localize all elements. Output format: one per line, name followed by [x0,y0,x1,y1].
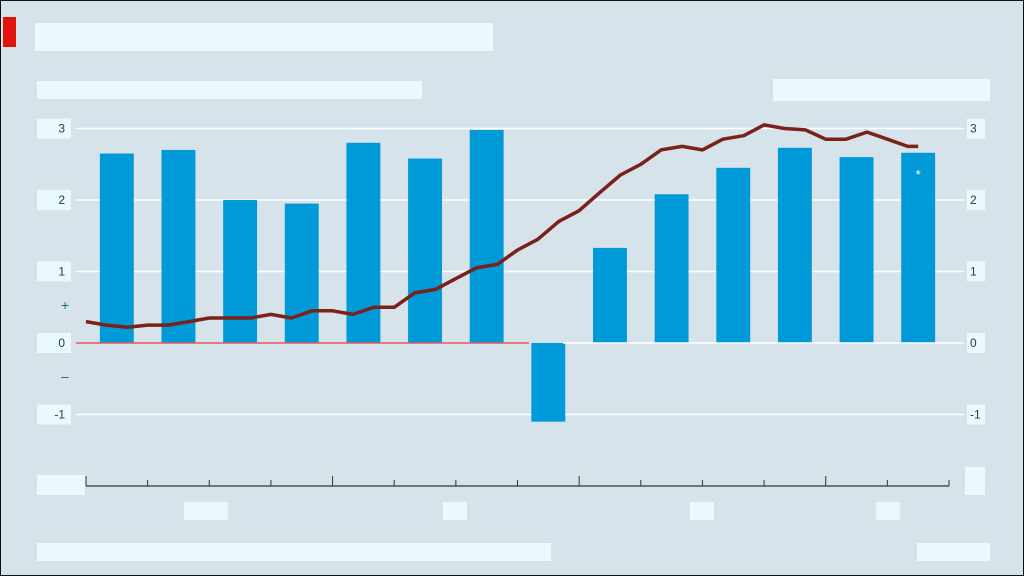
y-tick-label-left: 3 [58,122,65,136]
y-tick-label-left: 1 [58,265,65,279]
bar-annotation-star: * [916,167,921,182]
x-axis-label-box [965,467,985,495]
bar [839,157,874,343]
x-tick-label-box [443,502,467,520]
bar [284,203,319,343]
x-tick-label-box [876,502,900,520]
bar [654,194,689,343]
y-tick-box-right [967,404,985,425]
y-tick-box-right [967,190,985,210]
y-tick-label-right: 3 [970,122,977,136]
chart-subtitle [37,81,422,99]
y-tick-box-left [37,404,71,425]
x-tick-label-box [690,502,714,520]
positive-sign: + [61,297,69,313]
y-tick-box-left [37,333,71,353]
x-tick-label-box [184,502,228,520]
source-note [37,543,551,561]
line-series [85,123,919,330]
bar [161,149,196,343]
bar [716,167,751,343]
bar [901,152,936,343]
y-tick-label-left: -1 [54,408,65,422]
line-series-label [773,79,990,101]
y-tick-box-left [37,190,71,210]
y-tick-label-left: 0 [58,336,65,350]
bar [408,158,442,343]
credit-note [917,543,990,561]
y-tick-box-left [37,261,71,282]
bar [469,129,504,343]
bar [777,147,812,343]
y-tick-box-left [37,118,71,139]
brand-tag [3,17,16,47]
bar [223,200,258,343]
bar [99,153,134,343]
y-tick-label-right: 0 [970,336,977,350]
y-tick-label-right: 2 [970,193,977,207]
y-tick-label-right: -1 [970,408,981,422]
y-tick-box-right [967,118,985,139]
chart-title [35,23,493,51]
y-tick-box-right [967,261,985,282]
y-tick-label-right: 1 [970,265,977,279]
y-tick-label-left: 2 [58,193,65,207]
bar [531,343,566,422]
y-tick-box-right [967,333,985,353]
bar [593,247,627,343]
negative-sign: – [61,368,69,384]
x-axis-label-box [37,475,85,495]
